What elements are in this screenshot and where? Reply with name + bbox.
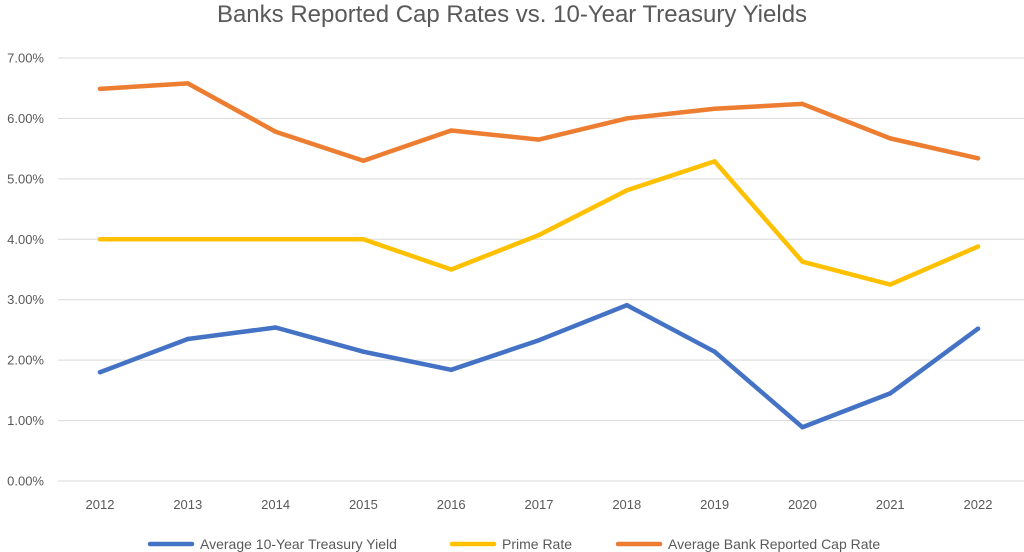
- x-tick-label: 2019: [700, 497, 729, 512]
- data-point: [273, 237, 278, 242]
- data-point: [888, 282, 893, 287]
- series-lines: [97, 81, 981, 430]
- x-tick-label: 2015: [349, 497, 378, 512]
- data-point: [536, 232, 542, 238]
- series-line-3: [97, 81, 981, 163]
- legend-label: Average 10-Year Treasury Yield: [200, 536, 397, 552]
- data-point: [273, 325, 278, 330]
- x-tick-label: 2020: [788, 497, 817, 512]
- gridlines: [58, 57, 1024, 482]
- data-point: [712, 159, 717, 164]
- y-tick-label: 1.00%: [7, 413, 44, 428]
- y-axis-ticks: 0.00% 1.00% 2.00% 3.00% 4.00% 5.00% 6.00% 7.00%: [7, 51, 44, 489]
- legend-label: Prime Rate: [502, 536, 572, 552]
- x-tick-label: 2014: [261, 497, 290, 512]
- data-point: [624, 302, 629, 308]
- x-tick-label: 2013: [173, 497, 202, 512]
- data-point: [449, 267, 454, 272]
- data-point: [361, 349, 366, 354]
- data-point: [185, 81, 190, 86]
- data-point: [361, 237, 366, 242]
- data-point: [536, 137, 542, 142]
- data-point: [975, 156, 981, 161]
- data-point: [800, 101, 805, 107]
- data-point: [975, 244, 981, 249]
- data-point: [97, 237, 103, 242]
- x-tick-label: 2018: [612, 497, 641, 512]
- data-point: [185, 237, 190, 242]
- data-point: [449, 128, 454, 133]
- x-tick-label: 2012: [86, 497, 115, 512]
- data-point: [449, 367, 454, 373]
- y-tick-label: 2.00%: [7, 353, 44, 368]
- data-point: [97, 370, 103, 375]
- data-point: [361, 158, 366, 163]
- data-point: [273, 129, 278, 134]
- series-line-2: [97, 159, 981, 287]
- chart-title: Banks Reported Cap Rates vs. 10-Year Tre…: [217, 1, 807, 28]
- data-point: [624, 188, 629, 193]
- x-tick-label: 2016: [437, 497, 466, 512]
- x-axis-ticks: 2012 2013 2014 2015 2016 2017 2018 2019 2020 2021…: [86, 497, 993, 512]
- data-point: [888, 391, 893, 396]
- legend: Average 10-Year Treasury Yield Prime Rate…: [147, 536, 880, 552]
- series-line-1: [97, 302, 981, 430]
- data-point: [97, 86, 103, 92]
- y-tick-label: 0.00%: [7, 474, 44, 489]
- data-point: [624, 116, 629, 121]
- x-tick-label: 2021: [876, 497, 905, 512]
- legend-label: Average Bank Reported Cap Rate: [668, 536, 880, 552]
- y-tick-label: 5.00%: [7, 171, 44, 186]
- data-point: [536, 338, 542, 343]
- y-tick-label: 4.00%: [7, 232, 44, 247]
- y-tick-label: 6.00%: [7, 111, 44, 126]
- data-point: [800, 425, 805, 430]
- data-point: [712, 106, 717, 111]
- data-point: [975, 326, 981, 331]
- data-point: [800, 259, 805, 264]
- y-tick-label: 7.00%: [7, 51, 44, 66]
- x-tick-label: 2017: [525, 497, 554, 512]
- data-point: [712, 349, 717, 354]
- y-tick-label: 3.00%: [7, 292, 44, 307]
- data-point: [888, 136, 893, 141]
- data-point: [185, 336, 190, 342]
- x-tick-label: 2022: [964, 497, 993, 512]
